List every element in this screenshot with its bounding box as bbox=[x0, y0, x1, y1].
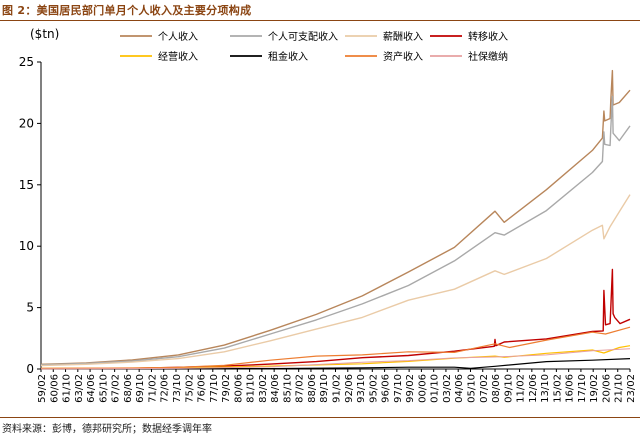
x-tick-label: 95/02 bbox=[368, 374, 379, 403]
x-tick-label: 67/02 bbox=[111, 374, 122, 403]
legend-label: 租金收入 bbox=[268, 50, 308, 63]
y-tick-label: 20 bbox=[19, 116, 34, 130]
series-line bbox=[40, 326, 631, 370]
legend-label: 资产收入 bbox=[383, 50, 423, 63]
x-axis: 59/02 60/06 61/10 63/02 64/06 65/10 67/02 68/06… bbox=[37, 368, 637, 403]
x-tick-label: 05/10 bbox=[466, 374, 477, 403]
legend-label: 薪酬收入 bbox=[383, 30, 423, 43]
x-tick-label: 96/06 bbox=[381, 374, 392, 403]
x-tick-label: 88/06 bbox=[307, 374, 318, 403]
x-tick-label: 12/06 bbox=[528, 374, 539, 403]
x-tick-label: 75/02 bbox=[184, 374, 195, 403]
x-tick-label: 01/10 bbox=[430, 374, 441, 403]
x-tick-label: 21/10 bbox=[614, 374, 625, 403]
x-tick-label: 71/02 bbox=[147, 374, 158, 403]
x-tick-label: 15/02 bbox=[552, 374, 563, 403]
x-tick-label: 68/06 bbox=[123, 374, 134, 403]
x-tick-label: 20/06 bbox=[601, 374, 612, 403]
x-tick-label: 11/02 bbox=[516, 374, 527, 403]
series-group bbox=[40, 69, 631, 370]
x-tick-label: 09/10 bbox=[503, 374, 514, 403]
y-axis: 0 5 10 15 20 25 bbox=[19, 55, 42, 376]
y-tick-label: 5 bbox=[26, 301, 34, 315]
y-tick-label: 0 bbox=[26, 362, 34, 376]
legend-label: 经营收入 bbox=[158, 50, 198, 63]
x-tick-label: 76/06 bbox=[197, 374, 208, 403]
legend-label: 社保缴纳 bbox=[468, 50, 508, 63]
x-tick-label: 92/06 bbox=[344, 374, 355, 403]
series-line bbox=[40, 345, 631, 369]
x-tick-label: 59/02 bbox=[37, 374, 48, 403]
x-tick-label: 17/10 bbox=[577, 374, 588, 403]
x-tick-label: 64/06 bbox=[86, 374, 97, 403]
y-tick-label: 10 bbox=[19, 239, 34, 253]
series-line bbox=[40, 194, 631, 367]
x-tick-label: 69/10 bbox=[135, 374, 146, 403]
y-tick-label: 15 bbox=[19, 178, 34, 192]
series-line bbox=[40, 69, 631, 365]
x-tick-label: 07/02 bbox=[479, 374, 490, 403]
x-tick-label: 65/10 bbox=[98, 374, 109, 403]
x-tick-label: 85/10 bbox=[282, 374, 293, 403]
x-tick-label: 03/02 bbox=[442, 374, 453, 403]
y-tick-label: 25 bbox=[19, 55, 34, 69]
x-tick-label: 79/02 bbox=[221, 374, 232, 403]
legend-label: 转移收入 bbox=[468, 30, 508, 43]
source-note: 资料来源：彭博，德邦研究所；数据经季调年率 bbox=[2, 424, 212, 435]
x-tick-label: 84/06 bbox=[270, 374, 281, 403]
series-line bbox=[40, 348, 631, 370]
x-tick-label: 72/06 bbox=[160, 374, 171, 403]
x-tick-label: 00/06 bbox=[417, 374, 428, 403]
x-tick-label: 61/10 bbox=[62, 374, 73, 403]
x-tick-label: 60/06 bbox=[49, 374, 60, 403]
x-tick-label: 87/02 bbox=[295, 374, 306, 403]
x-tick-label: 16/06 bbox=[565, 374, 576, 403]
legend-label: 个人收入 bbox=[158, 30, 198, 43]
x-tick-label: 63/02 bbox=[74, 374, 85, 403]
x-tick-label: 04/06 bbox=[454, 374, 465, 403]
x-tick-label: 19/02 bbox=[589, 374, 600, 403]
series-line bbox=[40, 358, 631, 370]
series-line bbox=[40, 95, 631, 366]
x-tick-label: 77/10 bbox=[209, 374, 220, 403]
x-tick-label: 91/02 bbox=[332, 374, 343, 403]
source-divider bbox=[0, 417, 640, 418]
series-line bbox=[40, 268, 631, 370]
x-tick-label: 13/10 bbox=[540, 374, 551, 403]
x-tick-label: 23/02 bbox=[626, 374, 637, 403]
x-tick-label: 81/10 bbox=[246, 374, 257, 403]
x-tick-label: 97/10 bbox=[393, 374, 404, 403]
x-tick-label: 93/10 bbox=[356, 374, 367, 403]
x-tick-label: 08/06 bbox=[491, 374, 502, 403]
x-tick-label: 99/02 bbox=[405, 374, 416, 403]
title-divider bbox=[0, 20, 640, 21]
x-tick-label: 83/02 bbox=[258, 374, 269, 403]
y-axis-label: ($tn) bbox=[30, 27, 59, 41]
legend-label: 个人可支配收入 bbox=[268, 30, 338, 43]
x-tick-label: 73/10 bbox=[172, 374, 183, 403]
x-tick-label: 89/10 bbox=[319, 374, 330, 403]
figure-title: 图 2：美国居民部门单月个人收入及主要分项构成 bbox=[2, 4, 252, 17]
x-tick-label: 80/06 bbox=[233, 374, 244, 403]
